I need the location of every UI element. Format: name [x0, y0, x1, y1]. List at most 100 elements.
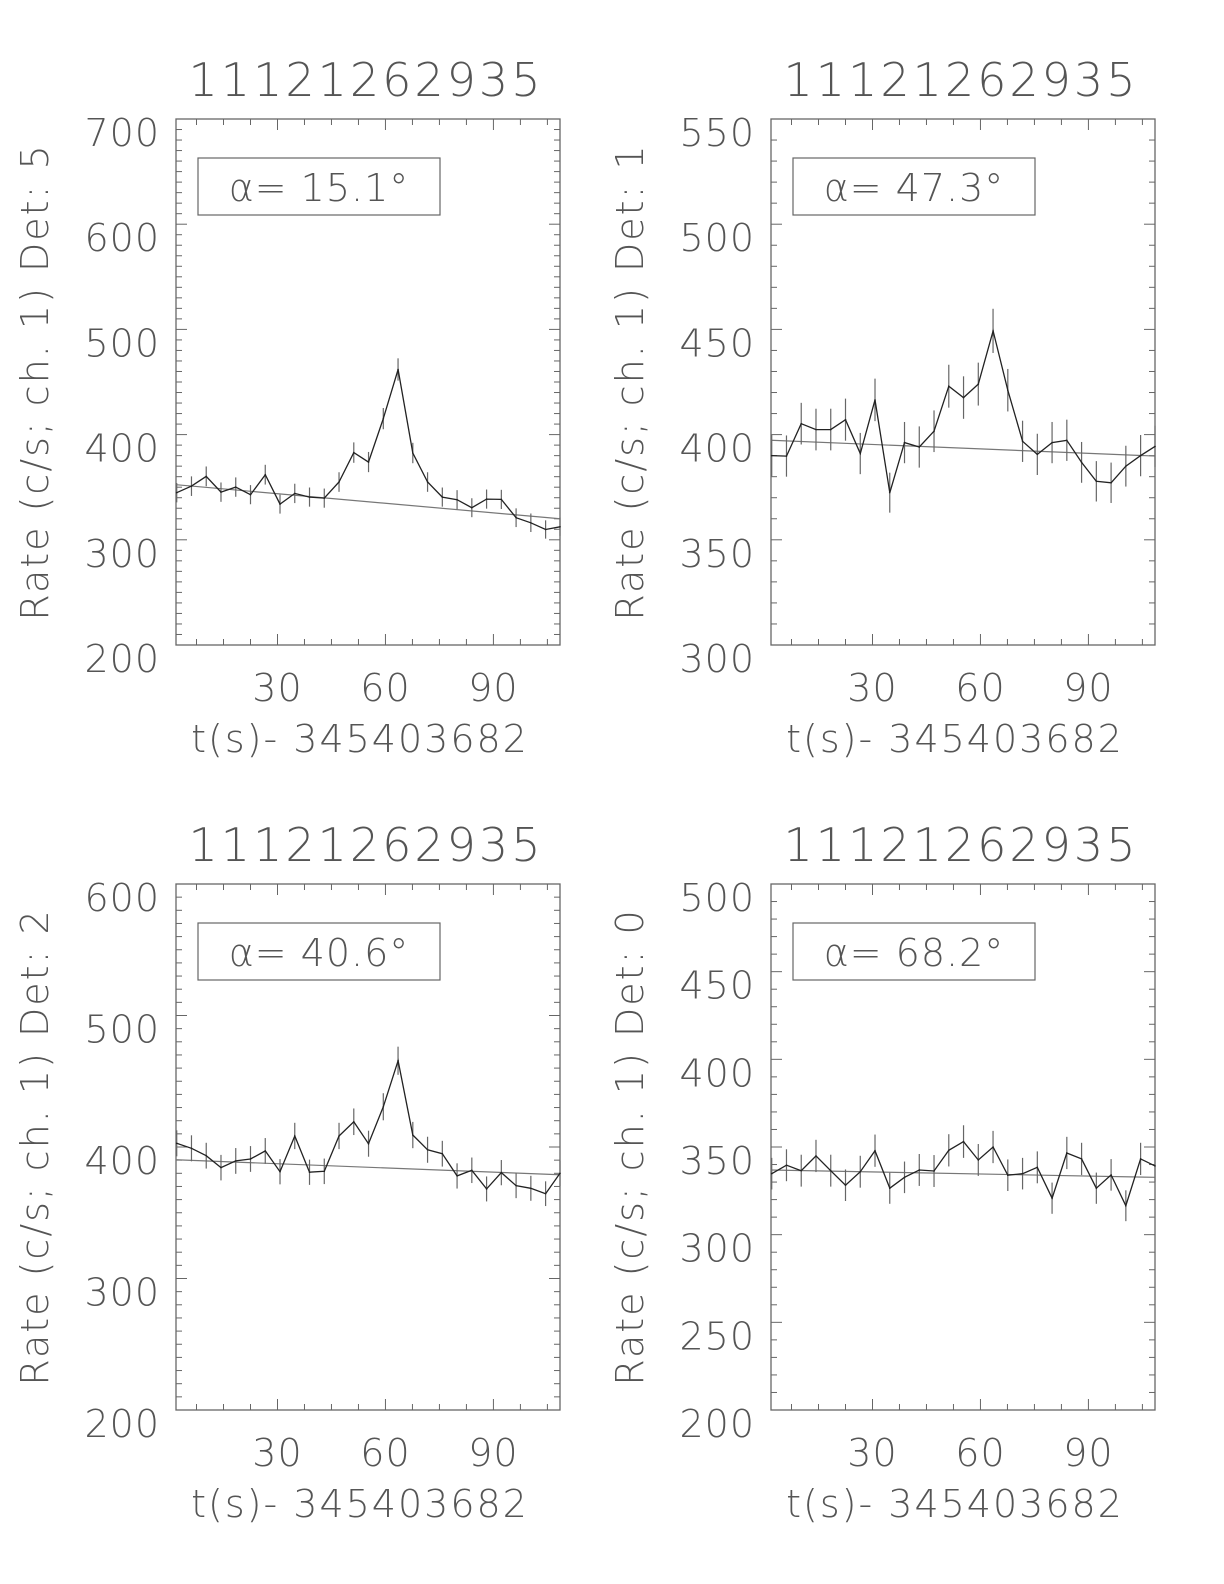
data-point — [815, 1155, 817, 1157]
data-point — [175, 1142, 178, 1145]
x-tick-label: 90 — [1063, 666, 1113, 710]
annotation-box — [792, 922, 1036, 981]
data-point — [456, 498, 458, 501]
data-point — [947, 385, 950, 388]
data-point — [1021, 440, 1024, 443]
data-point — [888, 1187, 891, 1190]
data-point — [190, 1147, 193, 1150]
data-point — [888, 491, 891, 494]
data-point — [441, 496, 444, 498]
y-tick-label: 200 — [679, 1402, 755, 1446]
x-tick-label: 60 — [955, 1431, 1005, 1475]
y-tick-label: 300 — [84, 532, 160, 576]
y-tick-label: 400 — [679, 427, 755, 471]
y-tick-label: 400 — [84, 1139, 160, 1183]
data-point — [367, 461, 370, 463]
data-point — [485, 498, 488, 500]
x-tick-label: 90 — [468, 666, 518, 710]
data-point — [829, 428, 832, 431]
x-tick-label: 30 — [252, 666, 302, 710]
panel-2: 11121262935 30 60 90 300 350 400 450 500 550 t(s)-… — [608, 53, 1156, 761]
data-point — [220, 1166, 222, 1169]
y-tick-label: 600 — [84, 216, 160, 260]
annotation-box — [197, 157, 441, 216]
data-point — [530, 1187, 532, 1190]
y-axis-label: Rate (c/s; ch. 1) Det: 1 — [608, 143, 652, 620]
y-tick-label: 500 — [84, 321, 160, 365]
y-axis-label: Rate (c/s; ch. 1) Det: 2 — [13, 908, 57, 1385]
data-point — [352, 451, 355, 454]
data-point — [1139, 1158, 1142, 1160]
x-axis-label: t(s)- 345403682 — [191, 1482, 529, 1526]
data-point — [785, 455, 788, 457]
data-point — [205, 1154, 208, 1157]
data-point — [918, 446, 921, 448]
data-point — [382, 1105, 385, 1108]
data-point — [323, 1170, 326, 1173]
data-point — [559, 525, 561, 528]
data-point — [412, 1134, 414, 1136]
data-point — [1080, 1158, 1083, 1160]
x-tick-label: 30 — [847, 1431, 897, 1475]
data-point — [800, 422, 803, 425]
data-point — [500, 1171, 503, 1174]
data-point — [1139, 454, 1142, 457]
x-tick-label: 60 — [955, 666, 1005, 710]
data-point — [338, 481, 340, 483]
rate-series-line — [176, 1058, 561, 1195]
data-point — [544, 1192, 547, 1195]
annotation-text: α= 68.2° — [824, 931, 1005, 975]
data-point — [530, 521, 532, 524]
data-point — [249, 1158, 252, 1160]
data-point — [264, 1150, 267, 1152]
data-point — [1036, 1166, 1039, 1169]
annotation-text: α= 40.6° — [229, 931, 410, 975]
data-point — [947, 1149, 950, 1152]
data-point — [456, 1175, 458, 1177]
data-point — [1095, 480, 1098, 483]
data-point — [500, 498, 503, 501]
y-tick-label: 200 — [84, 1402, 160, 1446]
data-point — [234, 1160, 237, 1162]
y-tick-label: 250 — [679, 1314, 755, 1358]
data-point — [471, 1169, 473, 1172]
data-point — [175, 491, 178, 494]
data-point — [515, 516, 517, 519]
data-point — [1154, 1165, 1156, 1167]
fit-line — [175, 1159, 561, 1176]
data-point — [279, 1170, 281, 1173]
data-point — [1110, 1174, 1112, 1176]
y-tick-label: 500 — [679, 216, 755, 260]
chart-title: 11121262935 — [189, 53, 544, 107]
data-point — [426, 1148, 429, 1151]
data-point — [367, 1142, 370, 1145]
panel-1: 11121262935 30 60 90 200 300 400 500 600 700 t(s)-… — [13, 53, 561, 761]
data-point — [382, 417, 385, 420]
data-point — [249, 493, 252, 496]
data-point — [1007, 1174, 1009, 1177]
x-axis-label: t(s)- 345403682 — [786, 1482, 1124, 1526]
y-tick-label: 550 — [679, 111, 755, 155]
plot-frame — [770, 118, 1156, 646]
data-point — [1021, 1172, 1024, 1175]
y-tick-label: 500 — [679, 876, 755, 920]
annotation-text: α= 47.3° — [824, 166, 1005, 210]
data-point — [559, 1172, 561, 1175]
x-axis-label: t(s)- 345403682 — [786, 717, 1124, 761]
data-point — [352, 1120, 355, 1123]
annotation-text: α= 15.1° — [229, 166, 410, 210]
data-point — [1095, 1187, 1098, 1190]
y-tick-label: 400 — [679, 1051, 755, 1095]
y-tick-label: 300 — [679, 637, 755, 681]
annotation-box — [197, 922, 441, 981]
x-tick-label: 60 — [360, 1431, 410, 1475]
chart-title: 11121262935 — [784, 818, 1139, 872]
data-point — [205, 475, 208, 478]
data-point — [977, 383, 980, 385]
data-point — [785, 1164, 788, 1167]
fit-line — [770, 1169, 1156, 1178]
data-point — [992, 1146, 994, 1148]
data-point — [844, 418, 847, 421]
data-point — [815, 428, 817, 431]
